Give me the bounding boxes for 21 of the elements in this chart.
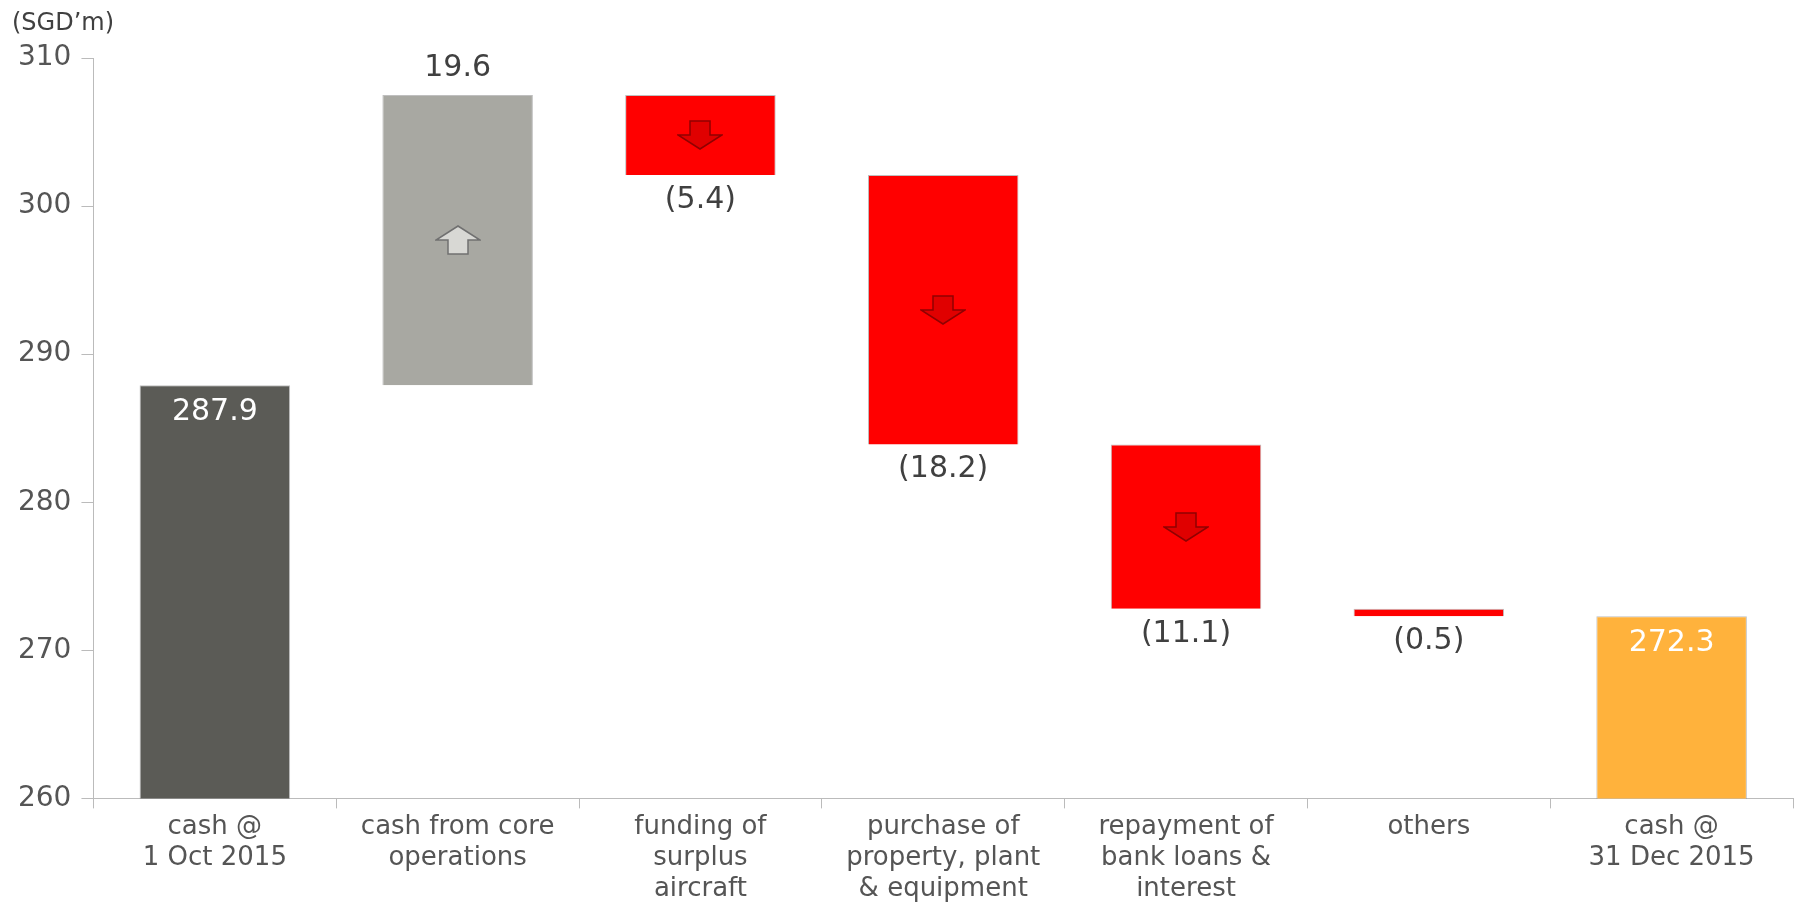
y-tick-label: 290	[17, 335, 72, 369]
y-tick-label: 270	[17, 631, 72, 665]
y-axis-title: (SGD’m)	[12, 8, 115, 36]
y-tick-label: 280	[17, 483, 72, 517]
x-tick-label: others	[1387, 809, 1471, 840]
data-label: (0.5)	[1393, 621, 1465, 657]
data-label: (11.1)	[1140, 613, 1232, 649]
x-tick-label: purchase of property, plant & equipment	[846, 809, 1041, 903]
data-label: (18.2)	[898, 449, 989, 485]
x-tick-label: funding of surplus aircraft	[634, 809, 768, 903]
data-label: (5.4)	[664, 179, 736, 215]
x-tick-label: cash @ 1 Oct 2015	[142, 809, 287, 871]
y-tick-label: 260	[17, 779, 72, 813]
data-label: 19.6	[424, 47, 492, 83]
y-tick-label: 310	[17, 39, 72, 73]
data-label: 272.3	[1628, 623, 1715, 659]
y-tick-label: 300	[17, 187, 72, 221]
x-tick-label: repayment of bank loans & interest	[1098, 809, 1275, 903]
x-tick-label: cash from core operations	[360, 809, 555, 871]
x-tick-label: cash @ 31 Dec 2015	[1588, 809, 1755, 871]
data-label: 287.9	[171, 392, 258, 428]
